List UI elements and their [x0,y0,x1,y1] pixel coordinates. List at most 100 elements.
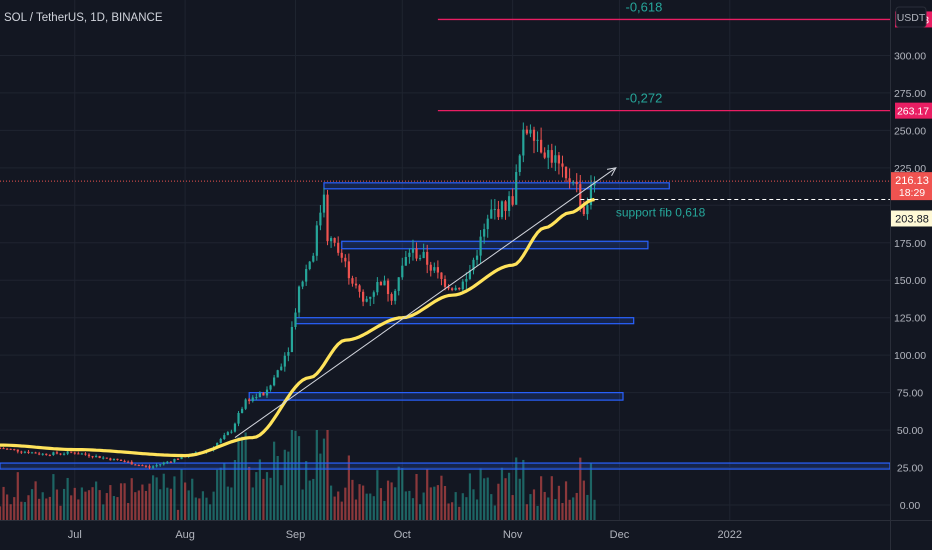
volume-bar [127,503,130,520]
candle-body [173,458,176,462]
candle-body [226,432,229,436]
y-tick-label: 150.00 [894,275,926,287]
candle-body [351,278,354,284]
currency-button[interactable]: USDT [897,12,926,24]
candle-body [166,461,169,463]
candle-body [340,252,343,258]
volume-bar [415,474,418,520]
candle-body [586,205,589,215]
volume-bar [294,430,297,520]
volume-bar [134,492,137,520]
support-zone [323,182,670,190]
candle-body [109,458,112,461]
volume-bar [394,487,397,520]
y-tick-label: 0.00 [900,500,921,512]
volume-bar [283,449,286,520]
volume-bar [95,481,98,520]
volume-bar [112,496,116,520]
candle-body [408,252,411,257]
candle-body [344,257,347,262]
candle-body [230,431,233,433]
candle-body [575,181,578,185]
candle-body [511,196,514,205]
candle-body [162,462,165,465]
candle-body [376,281,379,293]
candle-body [159,464,162,466]
candle-body [144,465,148,467]
candle-body [73,452,76,454]
volume-bar [0,506,2,520]
candle-body [119,459,123,461]
support-zone [0,462,891,470]
symbol-label[interactable]: SOL / TetherUS, 1D, BINANCE [4,12,163,24]
volume-bar [102,504,105,520]
volume-bar [98,490,101,520]
candle-body [493,209,496,211]
volume-bar [515,457,518,520]
time-axis[interactable]: Jul Aug Sep Oct Nov Dec 2022 [0,520,932,542]
volume-bar [230,487,233,520]
x-tick-label: Jul [68,529,82,541]
volume-bar [155,477,158,520]
grid [0,0,890,520]
candle-body [66,451,69,454]
volume-bar [411,498,415,520]
candle-body [9,448,12,450]
volume-bar [504,478,507,520]
volume-bar [529,494,532,520]
candle-body [280,366,283,371]
y-tick-label: 175.00 [894,238,926,250]
volume-bar [305,461,308,520]
volume-bar [390,482,393,520]
volume-bar [290,430,294,520]
fib-price-label: 263.17 [897,106,929,118]
y-tick-label: 125.00 [894,313,926,325]
volume-bar [123,483,126,520]
volume-bar [180,468,183,520]
volume-bar [248,466,251,520]
candle-body [540,139,543,153]
candle-body [557,155,561,164]
currency-button-frame[interactable] [895,6,927,28]
volume-bar [223,462,226,520]
volume-bar [20,501,23,520]
candle-body [305,269,308,282]
price-axis[interactable]: 0.00 25.00 50.00 75.00 100.00 125.00 150.00 175… [890,0,932,550]
candle-body [490,209,493,219]
volume-bar [191,478,194,520]
candle-body [433,267,436,271]
candle-body [102,457,105,459]
volume-bar [41,492,44,520]
volume-bar [13,497,16,520]
candle-body [443,279,447,287]
candle-body [223,435,226,439]
candle-body [372,292,375,297]
volume-bar [240,436,244,520]
candle-body [276,370,279,378]
volume-bar [522,459,525,520]
volume-bar [386,480,390,520]
volume-bar [144,490,148,520]
volume-bar [287,451,290,520]
volume-bar [273,441,276,520]
volume-bar [540,476,543,520]
candle-body [251,397,254,402]
candle-body [322,194,326,213]
candle-body [151,466,155,468]
volume-bar [468,473,472,520]
candle-body [379,281,383,286]
volume-bar [169,488,172,520]
candle-body [127,461,130,463]
candle-body [458,287,461,290]
volume-bar [280,485,283,520]
volume-bar [84,491,87,520]
y-tick-label: 75.00 [897,388,923,400]
volume-bar [34,481,37,520]
candle-body [554,155,557,163]
candle-body [486,218,489,230]
candle-body [98,455,101,459]
volume-bar [226,486,229,520]
volume-bar [329,485,333,520]
volume-bar [564,481,568,520]
